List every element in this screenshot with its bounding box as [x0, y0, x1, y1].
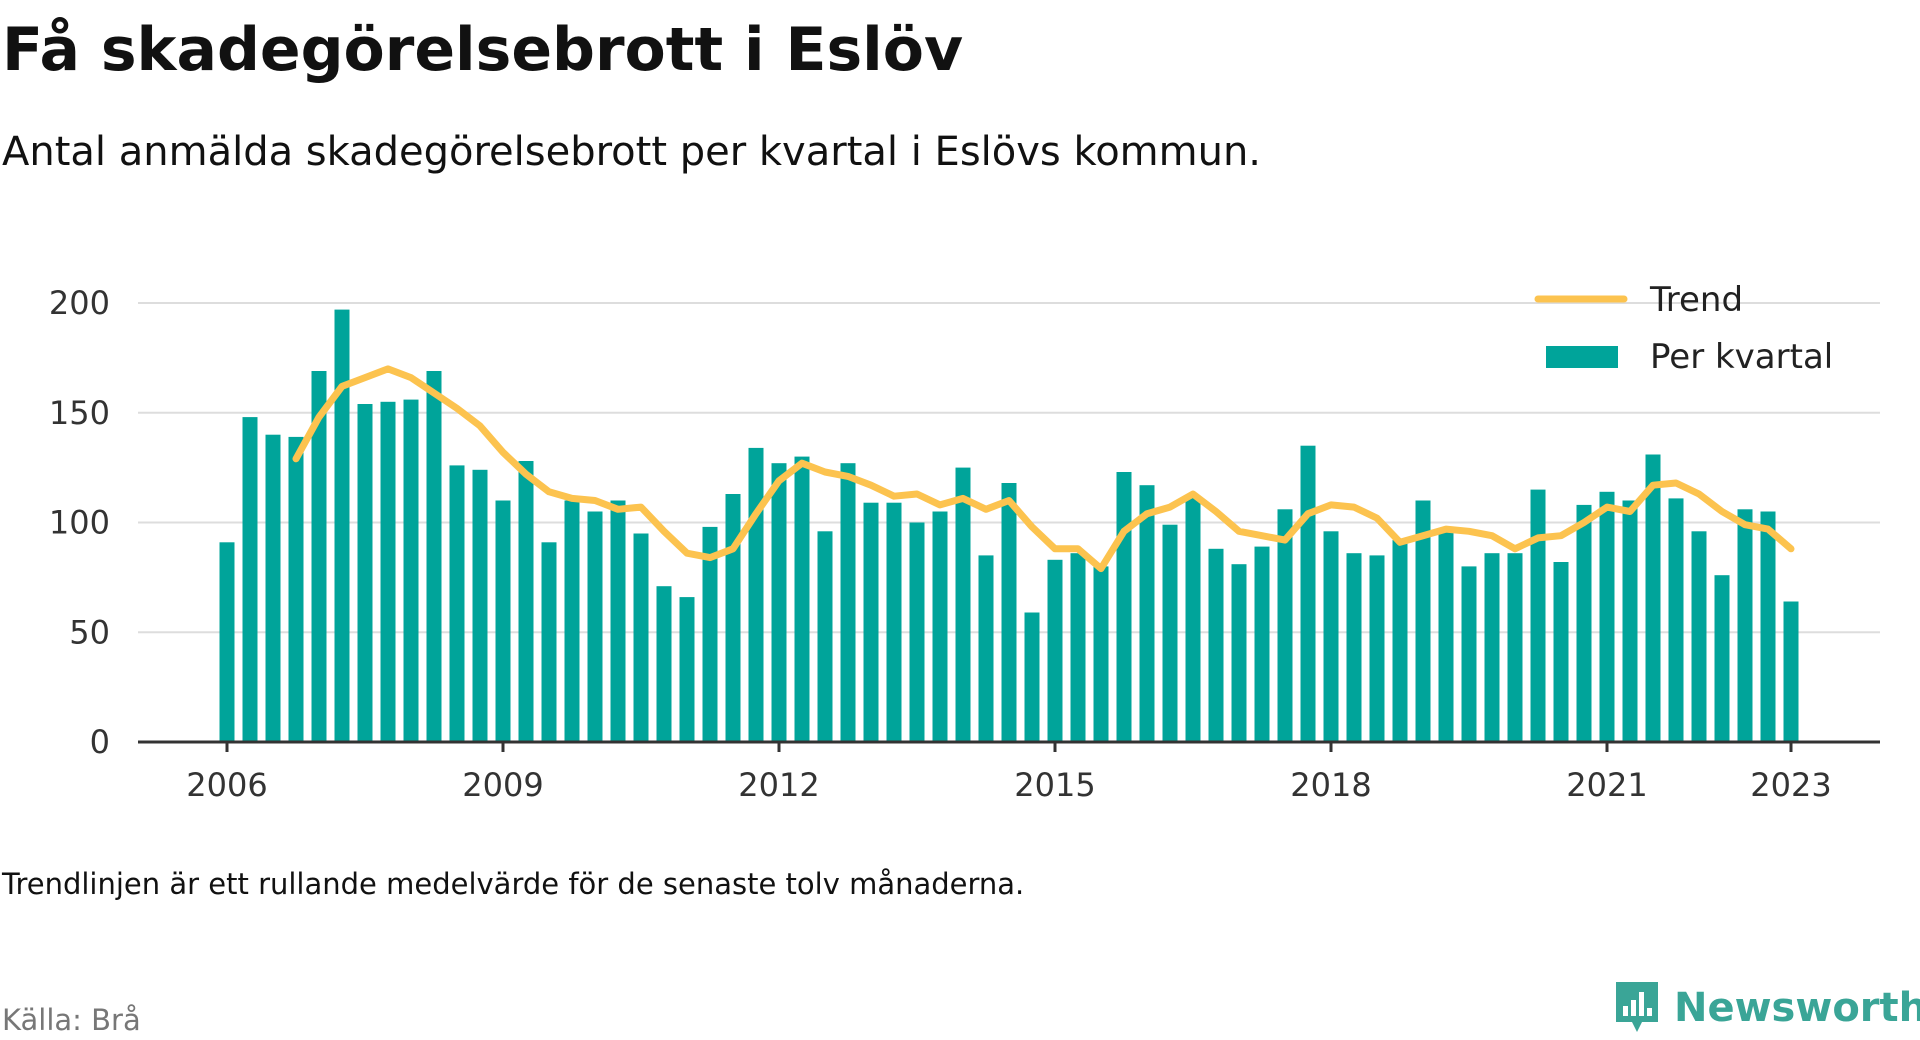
bar	[656, 586, 672, 742]
x-tick-label: 2009	[462, 766, 543, 804]
bar-chart: 0 50 100 150 200 2006 2009 2012 2015 2018 2021 2023…	[49, 280, 1880, 804]
bar	[1254, 546, 1270, 742]
bar	[1668, 498, 1684, 742]
y-tick-label: 0	[90, 723, 110, 761]
bar	[610, 500, 626, 742]
footnote: Trendlinjen är ett rullande medelvärde f…	[2, 867, 1025, 901]
bar	[932, 511, 948, 742]
bar	[771, 463, 787, 742]
y-tick-label: 200	[49, 284, 110, 322]
bar	[955, 467, 971, 742]
newsworthy-chart-logo-icon	[1616, 982, 1658, 1032]
bar	[1415, 500, 1431, 742]
bar	[978, 555, 994, 742]
bar	[1645, 454, 1661, 742]
bar	[1392, 540, 1408, 742]
bar	[1553, 562, 1569, 742]
bar	[817, 531, 833, 742]
brand-name: Newsworthy	[1674, 985, 1920, 1031]
bar	[748, 447, 764, 742]
bar	[1139, 485, 1155, 742]
bar	[1760, 511, 1776, 742]
x-tick-label: 2021	[1566, 766, 1647, 804]
bar	[1783, 601, 1799, 742]
bar	[334, 309, 350, 742]
bar	[1438, 529, 1454, 742]
legend: Trend Per kvartal	[1534, 280, 1833, 377]
bar	[1047, 559, 1063, 742]
trend-line	[292, 365, 1795, 573]
legend-bar-swatch	[1546, 346, 1618, 368]
brand-logo: Newsworthy	[1612, 976, 1920, 1040]
bar	[794, 456, 810, 742]
trend-line-layer	[292, 365, 1795, 573]
bar	[1093, 566, 1109, 742]
bar	[1599, 491, 1615, 742]
bar	[702, 526, 718, 742]
axes: 0 50 100 150 200 2006 2009 2012 2015 2018 2021 2023	[49, 284, 1880, 804]
bar	[1484, 553, 1500, 742]
chart-subtitle: Antal anmälda skadegörelsebrott per kvar…	[2, 129, 1262, 175]
x-tick-label: 2012	[738, 766, 819, 804]
bar	[541, 542, 557, 742]
bar	[1714, 575, 1730, 742]
bar	[1024, 612, 1040, 742]
bar	[725, 494, 741, 742]
bar	[1622, 500, 1638, 742]
bar	[311, 371, 327, 742]
bar	[426, 371, 442, 742]
x-tick-label: 2015	[1014, 766, 1095, 804]
bar	[1323, 531, 1339, 742]
bar	[1070, 553, 1086, 742]
bar	[1277, 509, 1293, 742]
bar	[1116, 472, 1132, 742]
bar	[1346, 553, 1362, 742]
bar	[1461, 566, 1477, 742]
bar	[863, 502, 879, 742]
bar	[679, 597, 695, 742]
x-tick-label: 2023	[1750, 766, 1831, 804]
bar	[1231, 564, 1247, 742]
bar	[1185, 496, 1201, 742]
bar	[1300, 445, 1316, 742]
bar	[587, 511, 603, 742]
source-text: Källa: Brå	[2, 1003, 141, 1037]
y-tick-label: 150	[49, 394, 110, 432]
bar	[357, 404, 373, 742]
bar	[1576, 504, 1592, 742]
bars	[219, 309, 1799, 742]
bar	[288, 436, 304, 742]
bar	[1691, 531, 1707, 742]
bar	[380, 401, 396, 742]
bar	[886, 502, 902, 742]
bar	[564, 500, 580, 742]
x-tick-label: 2018	[1290, 766, 1371, 804]
bar	[518, 461, 534, 742]
bar	[1208, 548, 1224, 742]
bar	[909, 522, 925, 742]
y-tick-label: 50	[69, 613, 110, 651]
bar	[1507, 553, 1523, 742]
bar	[403, 399, 419, 742]
bar	[242, 417, 258, 742]
bar	[1369, 555, 1385, 742]
chart-title: Få skadegörelsebrott i Eslöv	[2, 15, 964, 85]
bar	[1530, 489, 1546, 742]
x-tick-label: 2006	[186, 766, 267, 804]
bar	[265, 434, 281, 742]
legend-trend-label: Trend	[1649, 280, 1743, 320]
y-tick-label: 100	[49, 504, 110, 542]
bar	[495, 500, 511, 742]
bar	[449, 465, 465, 742]
bar	[1737, 509, 1753, 742]
bar	[633, 533, 649, 742]
legend-bar-label: Per kvartal	[1650, 337, 1833, 377]
bar	[472, 469, 488, 742]
bar	[1162, 524, 1178, 742]
bar	[840, 463, 856, 742]
bar	[219, 542, 235, 742]
bar	[1001, 483, 1017, 742]
